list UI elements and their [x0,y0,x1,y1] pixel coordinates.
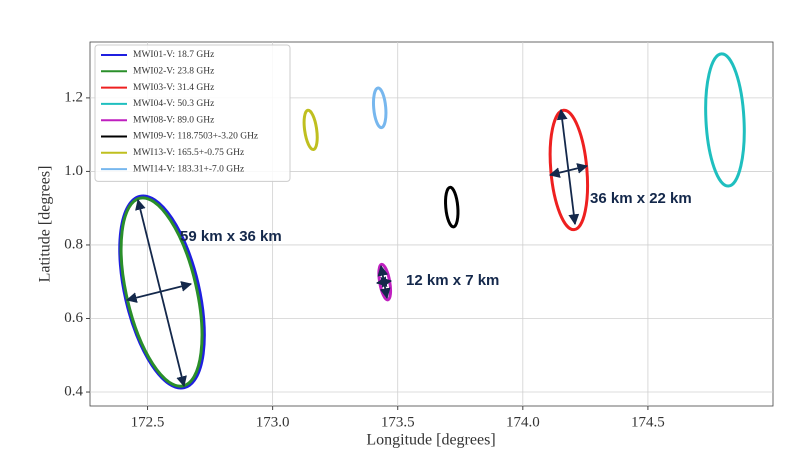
y-tick-label: 0.4 [64,383,83,399]
x-tick-label: 174.5 [631,414,665,430]
y-tick-label: 0.6 [64,310,83,326]
footprint [704,52,746,188]
x-tick-label: 173.0 [256,414,290,430]
legend-label: MWI14-V: 183.31+-7.0 GHz [133,164,244,174]
x-tick-label: 174.0 [506,414,540,430]
annotation: 36 km x 22 km [590,190,692,207]
legend-label: MWI01-V: 18.7 GHz [133,50,214,60]
legend: MWI01-V: 18.7 GHz MWI02-V: 23.8 GHz MWI03-… [94,44,291,182]
footprint [444,185,460,229]
legend-label: MWI08-V: 89.0 GHz [133,115,214,125]
arrow [375,276,393,288]
arrow [548,163,589,178]
x-axis-label: Longitude [degrees] [366,432,495,449]
legend-label: MWI04-V: 50.3 GHz [133,99,214,109]
footprint [371,86,388,130]
legend-label: MWI09-V: 118.7503+-3.20 GHz [133,132,258,142]
annotation: 12 km x 7 km [406,272,499,289]
legend-label: MWI03-V: 31.4 GHz [133,83,214,93]
y-tick-label: 0.8 [64,236,83,252]
x-tick-label: 172.5 [131,414,165,430]
x-tick-label: 173.5 [381,414,415,430]
arrow [125,281,193,303]
y-tick-label: 1.2 [64,89,83,105]
legend-label: MWI13-V: 165.5+-0.75 GHz [133,148,244,158]
legend-label: MWI02-V: 23.8 GHz [133,66,214,76]
arrows [125,108,589,388]
footprint [302,108,319,152]
y-tick-label: 1.0 [64,163,83,179]
y-axis-label: Latitude [degrees] [37,166,54,283]
legend-box [94,44,291,182]
annotation: 59 km x 36 km [180,228,282,245]
